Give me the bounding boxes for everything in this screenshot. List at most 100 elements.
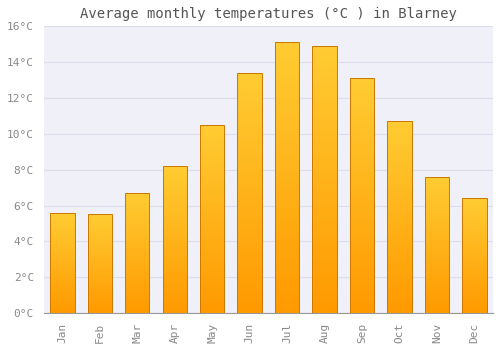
Bar [424, 245, 449, 246]
Bar [275, 253, 299, 256]
Bar [200, 281, 224, 283]
Bar [162, 226, 187, 228]
Bar [125, 220, 150, 222]
Bar [88, 250, 112, 251]
Bar [424, 293, 449, 294]
Bar [125, 283, 150, 284]
Bar [424, 278, 449, 279]
Bar [275, 132, 299, 134]
Title: Average monthly temperatures (°C ) in Blarney: Average monthly temperatures (°C ) in Bl… [80, 7, 457, 21]
Bar [200, 296, 224, 298]
Bar [238, 306, 262, 308]
Bar [162, 293, 187, 294]
Bar [350, 120, 374, 123]
Bar [125, 195, 150, 197]
Bar [424, 310, 449, 312]
Bar [275, 202, 299, 205]
Bar [162, 244, 187, 245]
Bar [424, 264, 449, 265]
Bar [424, 180, 449, 181]
Bar [312, 273, 336, 276]
Bar [388, 152, 411, 154]
Bar [312, 246, 336, 249]
Bar [238, 135, 262, 138]
Bar [200, 294, 224, 296]
Bar [424, 233, 449, 234]
Bar [200, 129, 224, 131]
Bar [125, 215, 150, 216]
Bar [88, 235, 112, 236]
Bar [312, 147, 336, 150]
Bar [162, 310, 187, 312]
Bar [462, 224, 486, 225]
Bar [88, 284, 112, 285]
Bar [162, 285, 187, 287]
Bar [275, 56, 299, 59]
Bar [275, 208, 299, 210]
Bar [275, 153, 299, 156]
Bar [388, 167, 411, 169]
Bar [350, 127, 374, 130]
Bar [350, 118, 374, 120]
Bar [88, 220, 112, 222]
Bar [88, 289, 112, 290]
Bar [88, 276, 112, 278]
Bar [162, 259, 187, 260]
Bar [238, 140, 262, 142]
Bar [424, 256, 449, 257]
Bar [50, 275, 74, 276]
Bar [312, 137, 336, 140]
Bar [162, 245, 187, 247]
Bar [162, 204, 187, 206]
Bar [162, 275, 187, 276]
Bar [125, 200, 150, 201]
Bar [462, 308, 486, 310]
Bar [350, 149, 374, 151]
Bar [88, 307, 112, 308]
Bar [162, 182, 187, 184]
Bar [125, 305, 150, 306]
Bar [275, 145, 299, 148]
Bar [350, 189, 374, 191]
Bar [88, 285, 112, 286]
Bar [388, 227, 411, 229]
Bar [88, 241, 112, 242]
Bar [50, 297, 74, 298]
Bar [275, 42, 299, 45]
Bar [312, 182, 336, 185]
Bar [88, 308, 112, 309]
Bar [200, 151, 224, 153]
Bar [275, 159, 299, 161]
Bar [125, 194, 150, 195]
Bar [238, 126, 262, 128]
Bar [350, 125, 374, 127]
Bar [200, 127, 224, 129]
Bar [162, 229, 187, 231]
Bar [388, 190, 411, 192]
Bar [275, 148, 299, 151]
Bar [162, 291, 187, 293]
Bar [424, 199, 449, 200]
Bar [238, 270, 262, 272]
Bar [50, 294, 74, 295]
Bar [162, 196, 187, 197]
Bar [462, 297, 486, 298]
Bar [88, 302, 112, 303]
Bar [238, 142, 262, 145]
Bar [125, 281, 150, 282]
Bar [312, 132, 336, 134]
Bar [125, 300, 150, 301]
Bar [462, 231, 486, 232]
Bar [275, 237, 299, 240]
Bar [238, 152, 262, 155]
Bar [388, 282, 411, 284]
Bar [125, 264, 150, 265]
Bar [238, 210, 262, 212]
Bar [50, 224, 74, 225]
Bar [200, 208, 224, 210]
Bar [88, 305, 112, 306]
Bar [50, 233, 74, 234]
Bar [238, 219, 262, 222]
Bar [424, 259, 449, 260]
Bar [462, 227, 486, 228]
